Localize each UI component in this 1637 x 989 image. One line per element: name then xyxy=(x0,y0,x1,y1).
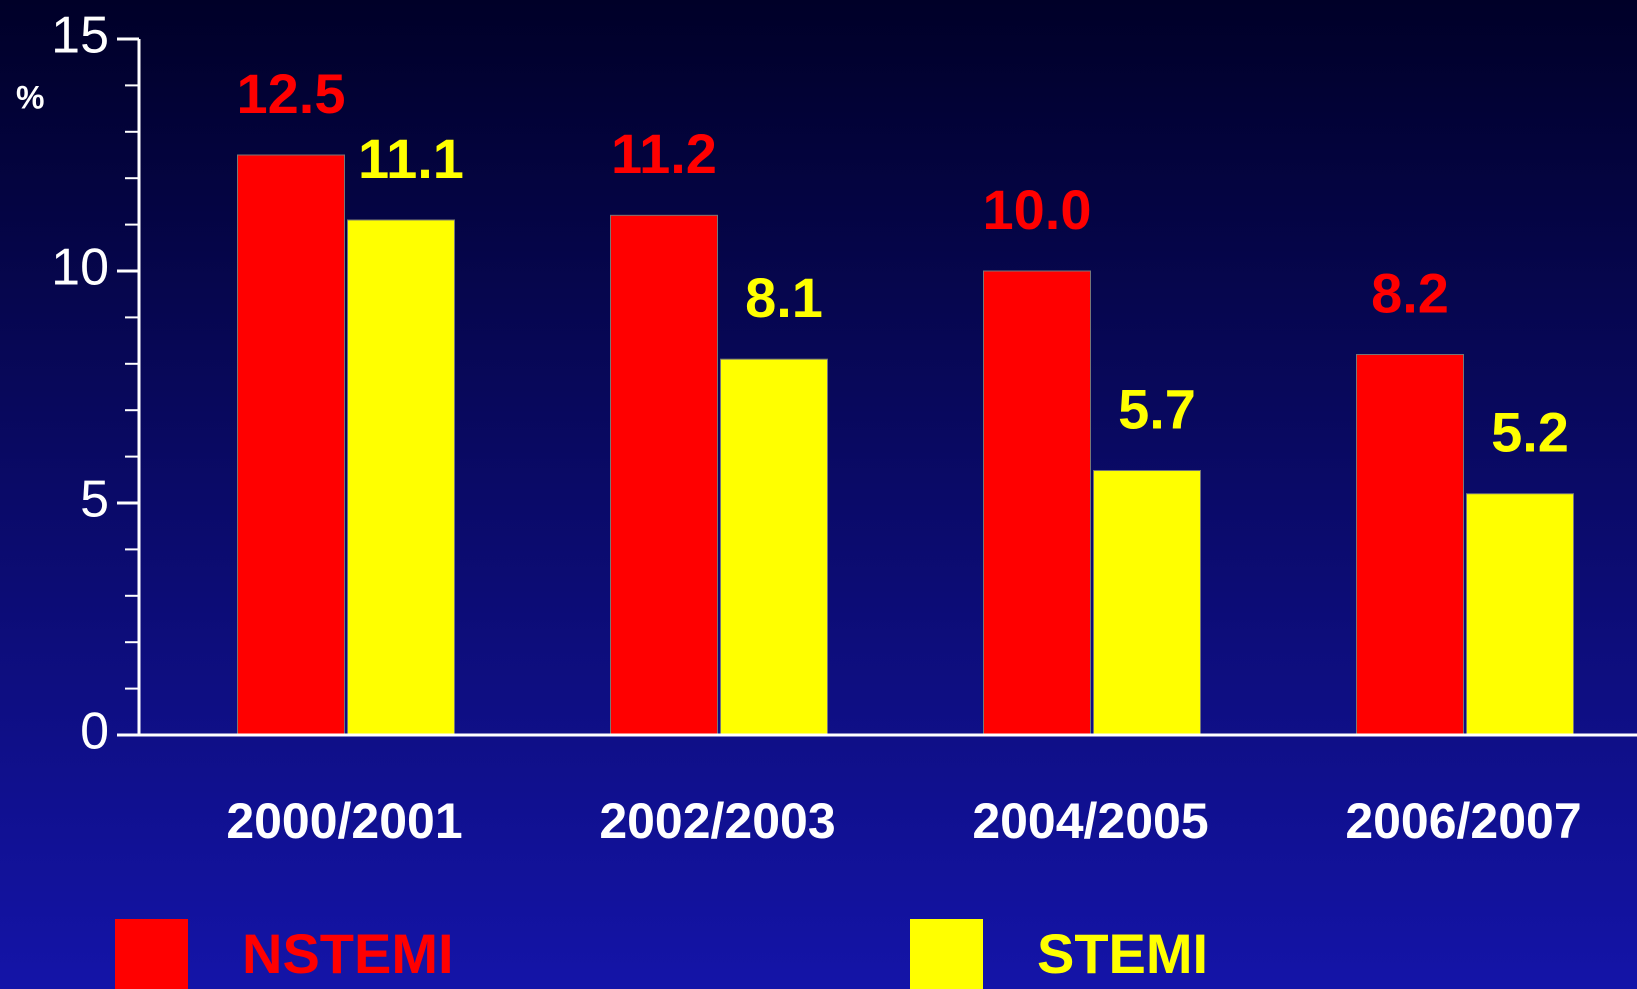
value-label: 5.7 xyxy=(1118,377,1196,440)
value-label: 11.1 xyxy=(358,127,464,190)
y-tick-label: 15 xyxy=(51,7,109,65)
value-label: 8.1 xyxy=(745,266,823,329)
bar xyxy=(1356,354,1464,736)
x-tick-label: 2000/2001 xyxy=(226,793,462,849)
y-tick-label: 10 xyxy=(51,239,109,297)
y-axis-label: % xyxy=(16,79,44,115)
legend-label: NSTEMI xyxy=(242,922,454,985)
bar xyxy=(1466,493,1574,736)
value-label: 11.2 xyxy=(611,122,717,185)
bar xyxy=(1093,470,1201,736)
bar xyxy=(983,270,1091,736)
x-tick-label: 2002/2003 xyxy=(599,793,835,849)
y-tick-label: 0 xyxy=(80,703,109,761)
value-label: 10.0 xyxy=(983,178,1092,241)
legend-label: STEMI xyxy=(1037,922,1208,985)
y-tick-label: 5 xyxy=(80,471,109,529)
bar xyxy=(610,214,718,736)
value-label: 8.2 xyxy=(1371,261,1449,324)
value-label: 12.5 xyxy=(237,62,346,125)
bar xyxy=(720,358,828,736)
value-label: 5.2 xyxy=(1491,401,1569,464)
bar xyxy=(237,154,345,736)
legend-swatch xyxy=(910,919,983,989)
legend-swatch xyxy=(115,919,188,989)
x-tick-label: 2006/2007 xyxy=(1345,793,1581,849)
x-tick-label: 2004/2005 xyxy=(972,793,1208,849)
bar xyxy=(347,219,455,736)
